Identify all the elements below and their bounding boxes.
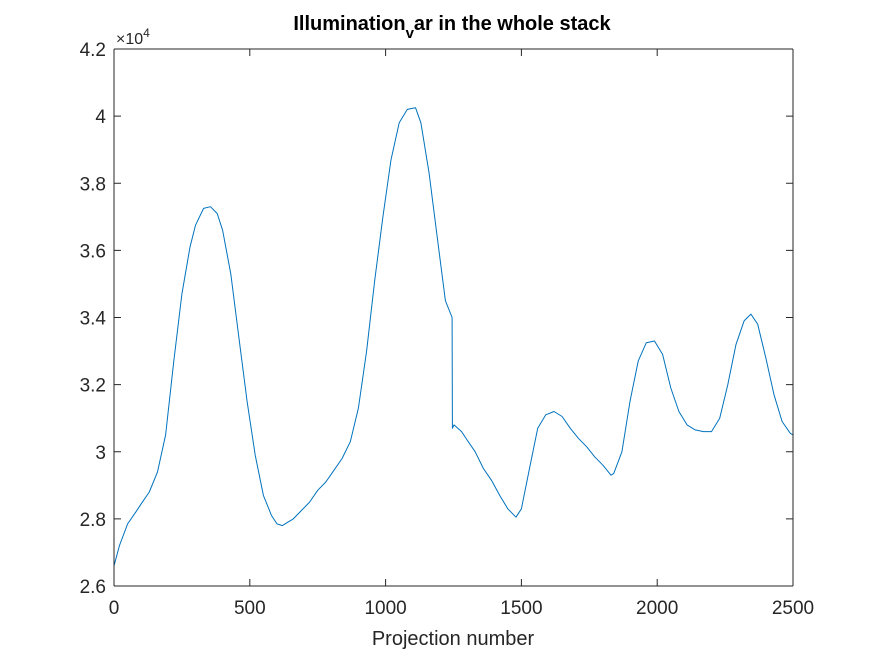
chart-title: Illuminationvar in the whole stack [293,13,611,42]
y-tick-label: 4.2 [80,40,106,61]
exponent-power: 4 [143,26,150,40]
y-axis: 2.6 2.8 3 3.2 3.4 3.6 3.8 4 4.2 [80,40,793,598]
x-tick-label: 0 [109,598,120,619]
y-tick-label: 2.8 [80,510,106,531]
y-tick-label: 3.4 [80,309,107,330]
y-tick-label: 2.6 [80,577,106,598]
x-tick-label: 2500 [772,598,814,619]
y-tick-label: 3.8 [80,174,106,195]
plot-area [114,49,793,586]
y-axis-exponent: ×104 [116,26,150,48]
x-tick-label: 500 [234,598,266,619]
x-axis-label: Projection number [372,628,535,650]
title-subscript: v [406,25,415,42]
y-tick-label: 3.6 [80,241,106,262]
title-main: Illumination [293,13,405,35]
y-tick-label: 3 [95,443,106,464]
x-axis: 0 500 1000 1500 2000 2500 [109,49,814,619]
series-line [113,107,794,567]
x-tick-label: 2000 [636,598,678,619]
title-rest: ar in the whole stack [414,13,612,35]
exponent-base: ×10 [116,31,143,48]
x-tick-label: 1500 [500,598,542,619]
y-tick-label: 4 [95,107,106,128]
x-tick-label: 1000 [364,598,406,619]
y-tick-label: 3.2 [80,376,106,397]
